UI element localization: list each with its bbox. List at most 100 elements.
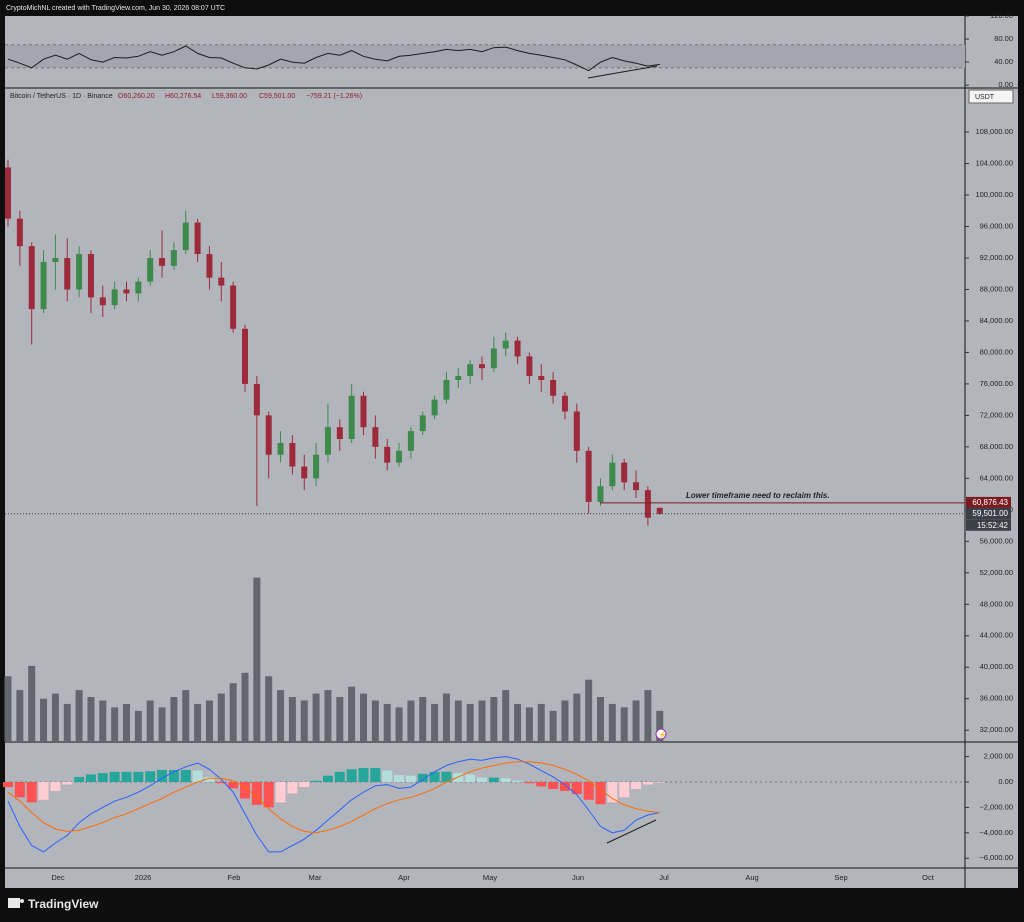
histogram-bar (642, 782, 653, 785)
x-tick-label: May (483, 873, 497, 882)
histogram-bar (370, 768, 381, 783)
volume-bar (537, 703, 545, 742)
candle-body (585, 450, 592, 502)
volume-bar (466, 703, 474, 742)
x-tick-label: Apr (398, 873, 410, 882)
volume-bar (277, 690, 285, 742)
histogram-bar (571, 782, 582, 795)
histogram-bar (536, 782, 547, 787)
volume-bar (28, 665, 36, 742)
volume-bar (525, 707, 533, 742)
candle-body (87, 254, 94, 298)
x-tick-label: Aug (745, 873, 758, 882)
volume-bar (63, 703, 71, 742)
histogram-bar (228, 782, 239, 789)
x-tick-label: Mar (309, 873, 322, 882)
volume-bar (158, 707, 166, 742)
annotation: Lower timeframe need to reclaim this. (686, 491, 830, 500)
volume-bar (146, 700, 154, 742)
macd-line (7, 756, 660, 853)
candle-body (443, 379, 450, 400)
histogram-bar (500, 778, 511, 783)
candle-body (479, 364, 485, 369)
volume-bar (573, 693, 581, 742)
signal-line (7, 761, 660, 834)
y-tick-label: 100,000.00 (975, 190, 1013, 199)
histogram-bar (524, 782, 535, 784)
y-tick-label: 80.00 (994, 34, 1013, 43)
histogram-bar (145, 771, 156, 783)
candle-body (16, 218, 23, 247)
header-text: CryptoMichNL created with TradingView.co… (6, 5, 225, 12)
histogram-bar (334, 771, 345, 783)
macd-pane: 2,000.00 0.00 −2,000.00 −4,000.00 −6,000.00 (3, 752, 1013, 862)
volume-bar (217, 693, 225, 742)
volume-bar (620, 707, 628, 742)
histogram-bar (441, 771, 452, 783)
candle-body (431, 399, 438, 416)
y-tick-label: −4,000.00 (979, 828, 1013, 837)
event-icon[interactable] (655, 728, 667, 740)
candle-body (348, 395, 355, 440)
histogram-bar (559, 782, 570, 791)
candle-body (28, 246, 35, 310)
candle-body (182, 222, 189, 251)
histogram-bar (168, 769, 179, 783)
candle-body (609, 462, 616, 487)
candle-body (597, 486, 604, 502)
volume-bar (383, 703, 391, 742)
volume-bar (632, 700, 640, 742)
histogram-bar (453, 773, 464, 783)
y-tick-label: 48,000.00 (980, 599, 1013, 608)
histogram-bar (299, 782, 310, 788)
legend-ohlc: L59,360.00 (212, 93, 247, 100)
histogram-bar (275, 782, 286, 803)
volume-bar (87, 697, 95, 742)
candle-body (514, 340, 521, 357)
y-tick-label: 96,000.00 (980, 221, 1013, 230)
candle-body (147, 257, 154, 282)
volume-bar (585, 679, 593, 742)
volume-bar (288, 697, 296, 742)
histogram-bar (477, 777, 487, 783)
volume-bar (490, 697, 498, 742)
y-tick-label: 120.00 (990, 11, 1013, 20)
histogram-bar (607, 782, 618, 803)
y-tick-label: 56,000.00 (980, 536, 1013, 545)
event-icon-glyph: ⚡ (658, 730, 667, 739)
volume-bar (134, 710, 142, 742)
candle-body (230, 285, 237, 329)
candle-body (253, 383, 260, 416)
volume-bar (170, 697, 178, 742)
histogram-bar (654, 782, 665, 783)
legend: O60,260.20 H60,276.54 L59,360.00 C59,501.00… (118, 93, 362, 100)
histogram-bar (382, 770, 393, 783)
candle-body (170, 250, 177, 266)
histogram-bar (417, 773, 428, 783)
histogram-bar (74, 776, 85, 783)
volume-bar (4, 676, 12, 742)
candle-body (561, 395, 568, 412)
volume-bar (300, 700, 308, 742)
y-tick-label: 68,000.00 (980, 442, 1013, 451)
volume-bar (348, 686, 356, 742)
rsi-line (7, 45, 660, 72)
volume-bar (123, 703, 130, 742)
y-tick-label: 2,000.00 (984, 752, 1013, 761)
candle-body (550, 379, 557, 396)
candle-body (538, 376, 545, 380)
y-tick-label: 64,000.00 (980, 473, 1013, 482)
volume-bar (454, 700, 462, 742)
candle-body (455, 376, 462, 380)
legend-ohlc: H60,276.54 (165, 93, 201, 100)
candle-body (265, 415, 272, 455)
y-tick-label: 44,000.00 (980, 631, 1013, 640)
histogram-bar (62, 782, 73, 785)
histogram-bar (429, 771, 440, 783)
y-tick-label: 0.00 (998, 80, 1013, 89)
histogram-bar (346, 769, 357, 783)
volume-bar (75, 690, 83, 742)
candle-body (5, 167, 11, 219)
countdown-box (966, 519, 1011, 531)
